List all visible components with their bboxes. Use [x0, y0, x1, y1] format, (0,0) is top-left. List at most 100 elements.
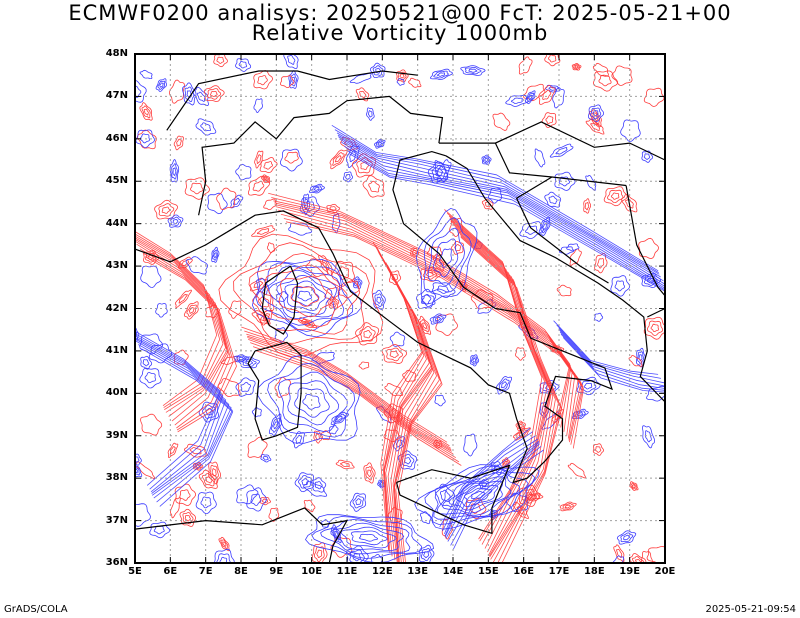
positive-contour — [621, 193, 638, 213]
negative-contour — [347, 150, 665, 291]
negative-contour — [331, 124, 659, 272]
negative-contour — [305, 514, 435, 563]
positive-contour — [603, 186, 628, 207]
negative-contour — [235, 163, 252, 181]
positive-contour — [638, 237, 659, 260]
positive-contour — [183, 301, 199, 320]
negative-contour — [251, 259, 363, 338]
positive-contour — [631, 484, 636, 488]
negative-contour — [202, 404, 217, 419]
negative-contour — [287, 54, 296, 65]
negative-contour — [262, 455, 269, 461]
negative-contour — [186, 90, 193, 99]
negative-contour — [246, 487, 267, 512]
negative-contour — [349, 150, 357, 163]
negative-contour — [142, 359, 150, 367]
positive-contour — [523, 83, 546, 102]
negative-contour — [524, 90, 536, 105]
negative-contour — [238, 60, 248, 69]
positive-contour — [573, 64, 580, 70]
positive-contour — [259, 496, 272, 506]
negative-contour — [375, 67, 381, 74]
positive-contour — [142, 252, 234, 431]
negative-contour — [135, 330, 221, 486]
lat-label: 48N — [105, 48, 128, 59]
lon-label: 19E — [619, 566, 641, 577]
positive-contour — [542, 89, 552, 100]
negative-contour — [157, 80, 166, 90]
positive-contour — [408, 77, 422, 88]
negative-contour — [401, 453, 415, 468]
coastline-segment — [135, 507, 349, 563]
negative-contour — [444, 440, 540, 537]
negative-contour — [135, 337, 227, 494]
negative-contour — [433, 70, 449, 79]
negative-contour — [230, 194, 244, 209]
positive-contour — [263, 161, 273, 170]
negative-contour — [437, 72, 446, 77]
coastline-segment — [166, 70, 418, 131]
positive-contour — [592, 443, 605, 456]
coastline-segment — [647, 307, 665, 318]
positive-contour — [305, 258, 329, 278]
lon-label: 12E — [371, 566, 393, 577]
positive-contour — [259, 157, 278, 174]
negative-contour — [463, 433, 478, 457]
positive-contour — [213, 54, 228, 68]
positive-contour — [365, 466, 374, 481]
negative-contour — [423, 217, 472, 293]
negative-contour — [366, 107, 375, 121]
positive-contour — [358, 361, 370, 370]
lon-label: 20E — [654, 566, 676, 577]
positive-contour — [368, 180, 380, 193]
positive-contour — [256, 154, 262, 164]
negative-contour — [149, 521, 171, 539]
negative-contour — [171, 163, 178, 180]
lon-label: 15E — [477, 566, 499, 577]
negative-contour — [135, 503, 151, 527]
negative-contour — [587, 104, 605, 122]
positive-contour — [202, 473, 216, 487]
negative-contour — [540, 220, 549, 234]
negative-contour — [195, 118, 217, 136]
negative-contour — [213, 252, 217, 259]
positive-contour — [516, 506, 525, 516]
negative-contour — [260, 454, 272, 463]
negative-contour — [345, 174, 351, 180]
negative-contour — [236, 355, 247, 362]
negative-contour — [280, 148, 303, 172]
negative-contour — [332, 527, 340, 541]
positive-contour — [246, 333, 452, 449]
positive-contour — [174, 483, 197, 506]
negative-contour — [463, 487, 493, 503]
positive-contour — [216, 187, 237, 211]
positive-contour — [135, 240, 228, 422]
negative-contour — [416, 288, 437, 309]
positive-contour — [271, 197, 571, 424]
positive-contour — [335, 459, 355, 470]
negative-contour — [139, 69, 153, 80]
positive-contour — [228, 300, 242, 319]
positive-contour — [356, 157, 373, 174]
negative-contour — [353, 278, 361, 288]
negative-contour — [349, 72, 372, 84]
negative-contour — [420, 511, 432, 525]
negative-contour — [429, 313, 447, 325]
coastline-segment — [395, 464, 511, 535]
negative-contour — [172, 219, 179, 225]
positive-contour — [643, 87, 665, 107]
negative-contour — [270, 417, 281, 433]
negative-contour — [135, 340, 232, 499]
negative-contour — [355, 498, 362, 506]
coastline-segment — [135, 231, 228, 263]
positive-contour — [432, 253, 444, 272]
negative-contour — [207, 192, 228, 215]
negative-contour — [641, 273, 662, 288]
negative-contour — [311, 185, 323, 193]
negative-contour — [441, 476, 512, 514]
positive-contour — [444, 209, 543, 540]
positive-contour — [297, 317, 318, 329]
lon-label: 16E — [513, 566, 535, 577]
positive-contour — [399, 73, 405, 79]
positive-contour — [209, 464, 219, 481]
